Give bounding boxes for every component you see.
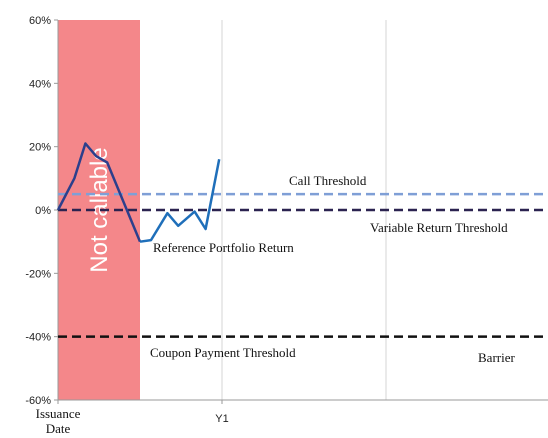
y-axis-ticks: 60% 40% 20% 0% -20% -40% -60%	[25, 15, 58, 407]
x-tick-label-0: Issuance Date	[36, 406, 81, 436]
y-tick-label-3: 0%	[35, 205, 51, 217]
series-line-not-callable-segment	[56, 142, 142, 243]
y-tick-label-4: -20%	[25, 268, 51, 280]
y-tick-label-1: 40%	[29, 78, 51, 90]
barrier-label: Barrier	[478, 350, 515, 365]
reference-portfolio-return-label: Reference Portfolio Return	[153, 240, 294, 255]
threshold-lines	[58, 192, 548, 338]
series-line-reference-portfolio-return	[139, 159, 221, 243]
y-tick-label-5: -40%	[25, 332, 51, 344]
coupon-payment-threshold-label: Coupon Payment Threshold	[150, 345, 296, 360]
x-axis-ticks: Issuance Date Y1	[36, 400, 229, 436]
y-tick-label-6: -60%	[25, 395, 51, 407]
variable-return-threshold-label: Variable Return Threshold	[370, 220, 508, 235]
x-tick-label-1: Y1	[215, 413, 228, 425]
y-tick-label-2: 20%	[29, 142, 51, 154]
y-tick-label-0: 60%	[29, 15, 51, 27]
call-threshold-label: Call Threshold	[289, 173, 367, 188]
series-lines	[56, 142, 221, 243]
